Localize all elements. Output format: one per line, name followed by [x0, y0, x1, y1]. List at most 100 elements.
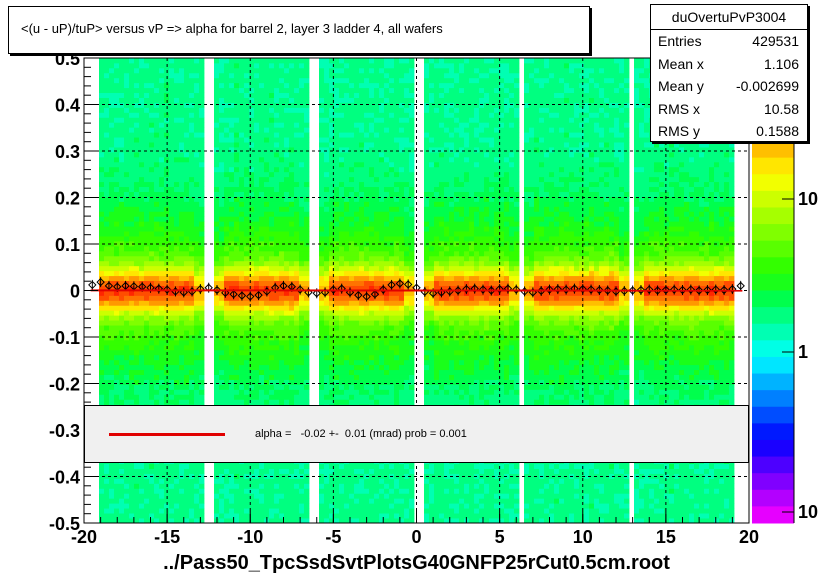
heatmap-cell — [184, 250, 190, 257]
heatmap-cell — [104, 300, 110, 306]
heatmap-cell — [129, 354, 135, 361]
heatmap-cell — [259, 305, 265, 311]
heatmap-cell — [124, 58, 130, 64]
heatmap-cell — [274, 206, 280, 212]
heatmap-cell — [169, 285, 175, 291]
heatmap-cell — [239, 300, 245, 306]
heatmap-cell — [214, 354, 220, 361]
heatmap-cell — [374, 508, 380, 514]
heatmap-cell — [269, 58, 275, 64]
heatmap-cell — [144, 245, 150, 252]
heatmap-cell — [134, 290, 140, 296]
heatmap-cell — [249, 349, 255, 356]
heatmap-cell — [124, 513, 130, 519]
heatmap-cell — [319, 231, 325, 237]
heatmap-cell — [274, 483, 280, 489]
heatmap-cell — [169, 107, 175, 113]
heatmap-cell — [254, 300, 260, 306]
heatmap-cell — [374, 518, 380, 524]
heatmap-cell — [129, 483, 135, 489]
heatmap-cell — [344, 127, 350, 133]
heatmap-cell — [259, 82, 265, 89]
heatmap-cell — [104, 77, 110, 84]
heatmap-cell — [149, 290, 155, 296]
heatmap-cell — [349, 102, 355, 108]
heatmap-cell — [104, 463, 110, 469]
heatmap-cell — [249, 122, 255, 128]
heatmap-cell — [214, 330, 220, 336]
heatmap-cell — [354, 82, 360, 89]
heatmap-cell — [174, 468, 180, 474]
heatmap-cell — [164, 364, 170, 371]
heatmap-cell — [354, 245, 360, 252]
heatmap-cell — [294, 206, 300, 212]
heatmap-cell — [99, 191, 105, 197]
heatmap-cell — [289, 508, 295, 514]
heatmap-cell — [174, 325, 180, 331]
heatmap-cell — [379, 364, 385, 371]
heatmap-cell — [119, 394, 125, 400]
heatmap-cell — [159, 508, 165, 514]
heatmap-cell — [379, 231, 385, 237]
heatmap-cell — [379, 142, 385, 148]
heatmap-cell — [264, 112, 270, 118]
heatmap-cell — [234, 275, 240, 282]
heatmap-cell — [104, 122, 110, 128]
heatmap-cell — [364, 226, 370, 232]
heatmap-cell — [139, 176, 145, 183]
heatmap-cell — [284, 344, 290, 351]
heatmap-cell — [124, 335, 130, 341]
heatmap-cell — [174, 142, 180, 148]
heatmap-cell — [304, 122, 310, 128]
heatmap-cell — [364, 137, 370, 143]
heatmap-cell — [169, 117, 175, 123]
heatmap-cell — [299, 62, 305, 69]
heatmap-cell — [294, 92, 300, 98]
heatmap-cell — [239, 399, 245, 405]
heatmap-cell — [129, 275, 135, 282]
heatmap-cell — [299, 379, 305, 385]
heatmap-cell — [174, 107, 180, 113]
heatmap-cell — [274, 508, 280, 514]
heatmap-cell — [319, 330, 325, 336]
heatmap-cell — [269, 518, 275, 524]
heatmap-cell — [364, 171, 370, 178]
heatmap-cell — [119, 250, 125, 257]
heatmap-cell — [129, 196, 135, 202]
heatmap-cell — [224, 122, 230, 128]
heatmap-cell — [299, 394, 305, 400]
heatmap-cell — [354, 493, 360, 499]
heatmap-cell — [214, 236, 220, 242]
heatmap-cell — [269, 147, 275, 153]
heatmap-cell — [144, 275, 150, 282]
heatmap-cell — [244, 488, 250, 494]
heatmap-cell — [344, 221, 350, 227]
heatmap-cell — [344, 349, 350, 356]
heatmap-cell — [279, 315, 285, 321]
heatmap-cell — [269, 216, 275, 222]
heatmap-cell — [144, 379, 150, 385]
heatmap-cell — [134, 92, 140, 98]
heatmap-cell — [99, 399, 105, 405]
heatmap-cell — [164, 330, 170, 336]
heatmap-cell — [169, 389, 175, 395]
heatmap-cell — [249, 231, 255, 237]
heatmap-cell — [289, 127, 295, 133]
heatmap-cell — [299, 58, 305, 64]
heatmap-cell — [319, 107, 325, 113]
heatmap-cell — [174, 132, 180, 138]
heatmap-cell — [289, 255, 295, 262]
heatmap-cell — [99, 270, 105, 277]
heatmap-cell — [254, 260, 260, 267]
heatmap-cell — [284, 503, 290, 509]
heatmap-cell — [369, 161, 375, 168]
heatmap-cell — [189, 493, 195, 499]
heatmap-cell — [154, 142, 160, 148]
heatmap-cell — [119, 359, 125, 366]
heatmap-cell — [234, 295, 240, 301]
heatmap-cell — [214, 493, 220, 499]
heatmap-cell — [124, 151, 130, 158]
heatmap-cell — [254, 231, 260, 237]
heatmap-cell — [134, 364, 140, 371]
heatmap-cell — [119, 295, 125, 301]
